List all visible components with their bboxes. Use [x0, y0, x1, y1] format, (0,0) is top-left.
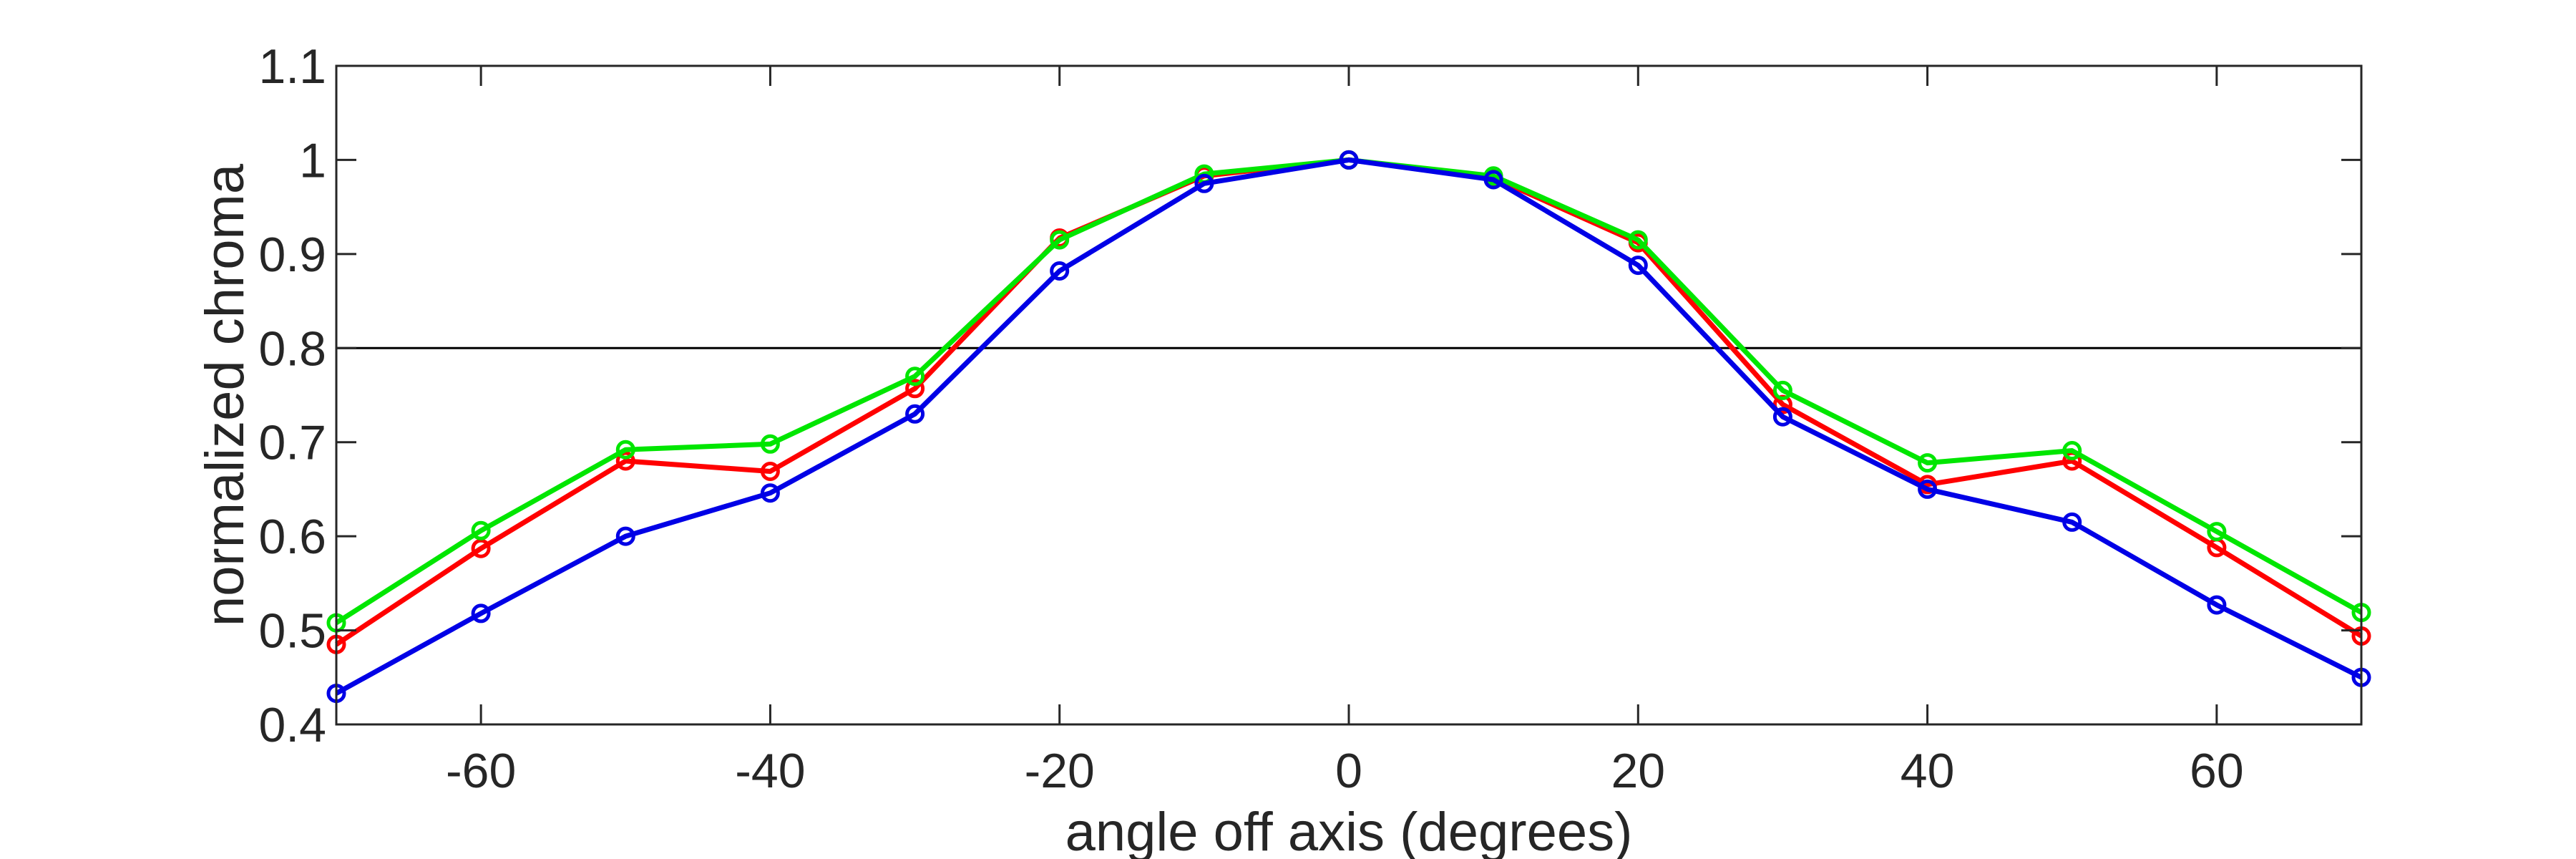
y-tick-label: 0.4 — [258, 698, 326, 752]
data-point-3-8 — [1339, 150, 1359, 170]
data-point-2-11 — [1772, 380, 1792, 400]
y-tick-label: 1.1 — [258, 39, 326, 94]
x-tick-label: 40 — [1901, 744, 1955, 798]
series-line-3 — [335, 157, 2363, 696]
data-point-3-12 — [1918, 479, 1938, 499]
x-tick-label: -40 — [735, 744, 805, 798]
x-tick-label: 20 — [1611, 744, 1665, 798]
series-layer — [326, 150, 2371, 704]
data-point-2-13 — [2062, 441, 2082, 460]
data-point-2-2 — [471, 520, 491, 540]
data-point-2-3 — [615, 440, 635, 460]
data-point-3-7 — [1194, 173, 1214, 193]
data-point-1-2 — [471, 538, 491, 558]
y-axis-label: normalized chroma — [195, 163, 255, 626]
data-point-2-12 — [1918, 453, 1938, 473]
data-point-2-14 — [2207, 522, 2227, 542]
y-tick-label: 0.9 — [258, 228, 326, 282]
plot-area — [336, 66, 2361, 724]
data-point-3-10 — [1628, 256, 1648, 276]
data-point-3-4 — [760, 483, 780, 503]
x-axis-label: angle off axis (degrees) — [1065, 802, 1633, 859]
data-point-3-2 — [471, 603, 491, 623]
y-tick-label: 0.6 — [258, 510, 326, 564]
y-tick-label: 1 — [299, 133, 326, 188]
data-point-3-3 — [615, 526, 635, 546]
data-point-3-6 — [1050, 261, 1070, 281]
x-tick-label: 60 — [2190, 744, 2244, 798]
x-tick-label: -60 — [446, 744, 516, 798]
data-point-1-5 — [905, 379, 925, 399]
y-tick-label: 0.7 — [258, 416, 326, 470]
data-point-3-9 — [1483, 170, 1503, 190]
x-tick-label: -20 — [1025, 744, 1095, 798]
data-point-2-4 — [760, 434, 780, 454]
data-point-3-5 — [905, 404, 925, 424]
data-point-1-4 — [760, 462, 780, 481]
data-point-1-3 — [615, 451, 635, 471]
data-point-2-6 — [1050, 230, 1070, 250]
data-point-3-14 — [2207, 595, 2227, 615]
tick-layer: -60 -40 -20 0 20 40 60 0.4 0.5 0.6 0.7 0.8 0.9 1 1.1 — [258, 39, 2361, 798]
y-tick-label: 0.5 — [258, 604, 326, 659]
data-point-2-5 — [905, 367, 925, 387]
x-tick-label: 0 — [1335, 744, 1362, 798]
y-tick-label: 0.8 — [258, 321, 326, 376]
data-point-3-11 — [1772, 407, 1792, 427]
data-point-2-10 — [1628, 230, 1648, 250]
data-point-3-13 — [2062, 512, 2082, 532]
